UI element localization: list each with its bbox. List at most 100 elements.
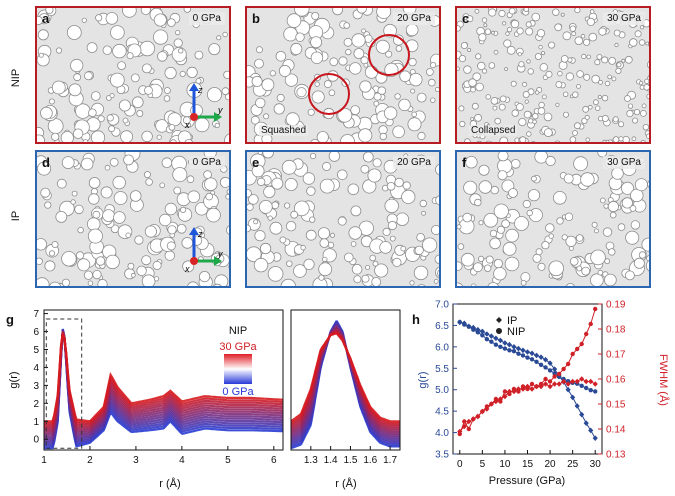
pore <box>575 234 584 242</box>
data-point <box>592 435 598 441</box>
pore <box>279 236 287 244</box>
pore <box>104 164 111 171</box>
pore <box>177 48 184 54</box>
inset-x-tick-label: 1.4 <box>324 455 338 466</box>
pore <box>633 257 645 269</box>
pore <box>247 203 254 211</box>
pore <box>56 178 67 189</box>
pore <box>350 105 361 115</box>
pore <box>611 167 624 180</box>
series-nip-g-r- <box>457 319 598 394</box>
pore <box>90 91 101 101</box>
series-line-10 <box>44 332 283 431</box>
panel-a: a 0 GPa z y x <box>35 6 231 144</box>
pore <box>518 118 527 127</box>
data-point <box>538 354 544 360</box>
pore <box>280 278 296 286</box>
data-point <box>543 365 548 370</box>
data-point <box>583 378 589 385</box>
data-point <box>570 394 576 401</box>
x-tick-label: 5 <box>480 459 486 470</box>
pore <box>126 52 134 60</box>
pore <box>263 113 270 120</box>
pore <box>618 136 624 142</box>
pore <box>81 17 87 23</box>
series-line-3 <box>44 329 283 444</box>
pore <box>208 43 221 56</box>
pore <box>142 63 152 74</box>
pore <box>553 190 567 205</box>
pore <box>471 102 479 110</box>
data-point <box>534 384 539 389</box>
axis-y-letter: y <box>217 249 223 259</box>
pore <box>51 241 59 249</box>
pore <box>130 73 140 83</box>
pore <box>156 134 162 140</box>
pore <box>203 170 212 179</box>
pore <box>591 74 601 84</box>
pore <box>87 280 94 286</box>
y-axis-label: g(r) <box>8 371 20 388</box>
pore <box>254 58 264 69</box>
y2-tick-label: 0.17 <box>606 350 626 361</box>
pore <box>583 73 591 81</box>
series-line-11 <box>44 332 283 429</box>
pore <box>141 274 156 286</box>
panel-note: Squashed <box>259 125 309 136</box>
pore <box>497 170 508 181</box>
pore <box>644 78 649 84</box>
pore <box>318 274 325 281</box>
pore <box>474 113 483 122</box>
pore <box>602 227 613 237</box>
pore <box>602 139 607 142</box>
series-line-6 <box>44 330 283 438</box>
x-tick-label: 4 <box>179 455 185 466</box>
data-point <box>507 348 512 353</box>
data-point <box>534 359 539 365</box>
panel-f: f 30 GPa <box>455 150 651 288</box>
pore <box>73 73 82 82</box>
data-point <box>471 416 476 422</box>
pore <box>457 224 462 230</box>
pore <box>37 257 43 265</box>
pore <box>109 72 125 88</box>
pore <box>226 189 229 195</box>
pore <box>416 233 425 242</box>
data-point <box>547 383 553 390</box>
pore <box>214 122 220 129</box>
axis-z-letter: z <box>197 229 203 239</box>
pore <box>113 191 128 205</box>
pore <box>183 8 191 13</box>
pore <box>308 216 316 223</box>
pore <box>496 225 505 234</box>
pore <box>269 70 276 77</box>
pore <box>38 52 44 58</box>
pore <box>458 105 465 112</box>
pore <box>300 244 306 251</box>
pore <box>41 287 45 288</box>
pore <box>293 200 310 217</box>
pore <box>583 38 591 46</box>
data-point <box>506 341 513 348</box>
legend-marker-nip <box>496 328 502 334</box>
pore <box>481 17 488 23</box>
plot-frame <box>43 309 284 451</box>
pore <box>322 256 328 263</box>
data-point <box>493 335 499 342</box>
pore <box>599 197 606 204</box>
data-point <box>502 389 508 394</box>
pore <box>61 156 75 170</box>
pore <box>350 205 362 217</box>
pore <box>472 262 483 273</box>
pore <box>503 39 512 48</box>
pore <box>630 220 641 230</box>
pore <box>399 70 411 83</box>
pore <box>127 262 135 270</box>
pore <box>525 27 534 36</box>
pore <box>379 241 392 254</box>
pore <box>55 211 68 223</box>
pore <box>164 250 176 261</box>
panel-label: a <box>42 11 50 26</box>
pressure-label: 20 GPa <box>393 12 435 25</box>
pore <box>647 61 649 69</box>
